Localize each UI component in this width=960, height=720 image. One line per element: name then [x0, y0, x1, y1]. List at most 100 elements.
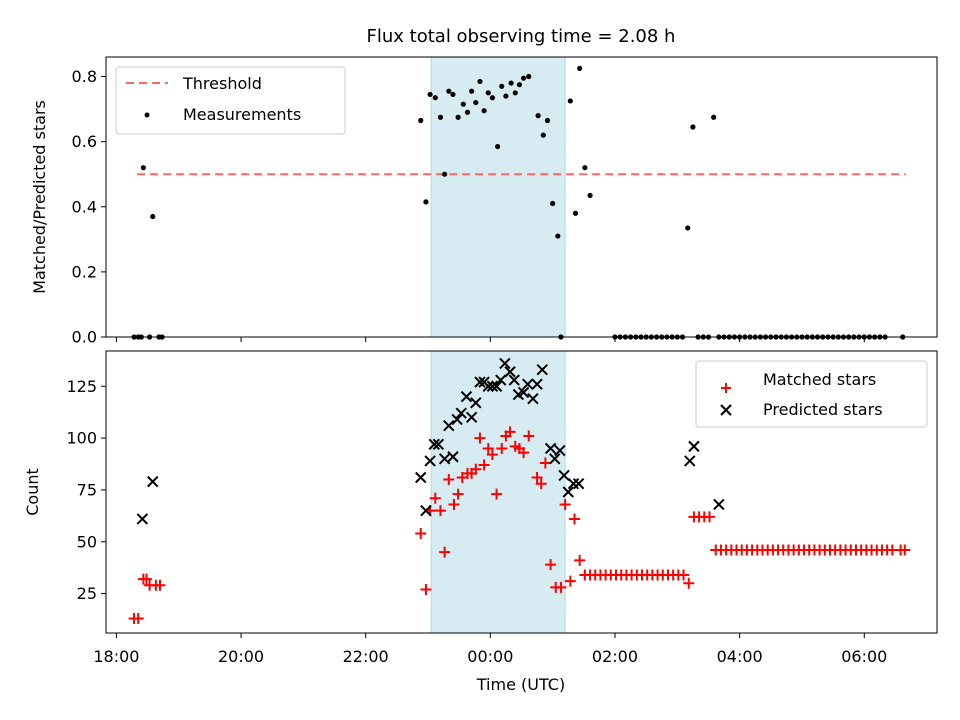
predicted-star-point	[490, 380, 503, 392]
predicted-star-point	[455, 407, 467, 419]
legend-threshold-label: Threshold	[182, 74, 262, 93]
predicted-star-point	[544, 442, 557, 455]
y-tick-label: 0.8	[72, 67, 97, 86]
measurement-point	[582, 165, 588, 171]
predicted-star-point	[688, 440, 700, 453]
measurement-point	[499, 83, 505, 89]
matched-star-point	[683, 577, 695, 589]
y-tick-label: 0.4	[72, 197, 97, 216]
predicted-star-point	[531, 378, 543, 390]
measurement-point	[464, 109, 471, 115]
measurement-point	[520, 75, 527, 81]
predicted-star-point	[549, 453, 561, 465]
predicted-star-point	[536, 363, 548, 376]
legend-predicted-swatch	[720, 404, 732, 416]
predicted-star-point	[562, 486, 574, 498]
measurement-point	[544, 117, 551, 124]
matched-star-point	[415, 527, 427, 539]
bottom-y-axis: 25 50 75 100 125	[66, 377, 106, 603]
matched-star-point	[434, 505, 446, 517]
y-tick-label: 50	[77, 532, 97, 551]
predicted-star-point	[424, 455, 436, 467]
matched-star-point	[564, 575, 576, 587]
matched-star-point	[899, 544, 911, 556]
measurement-point	[460, 101, 466, 107]
bottom-plot-marks	[128, 357, 911, 624]
matched-star-point	[535, 478, 547, 490]
measurement-point	[481, 108, 487, 114]
predicted-star-point	[567, 477, 580, 490]
predicted-star-point	[572, 477, 585, 490]
measurement-point	[577, 65, 583, 71]
measurement-point	[540, 132, 546, 138]
predicted-star-point	[474, 376, 486, 388]
top-legend-box	[115, 66, 346, 135]
x-tick-label: 02:00	[592, 647, 638, 666]
matched-star-point	[448, 498, 460, 510]
predicted-star-point	[486, 380, 499, 392]
bottom-legend: Matched stars Predicted stars	[695, 360, 928, 428]
measurement-point	[140, 165, 146, 171]
predicted-star-point	[504, 366, 516, 378]
predicted-star-point	[438, 453, 451, 465]
matched-star-point	[555, 581, 567, 593]
measurement-point	[512, 90, 518, 96]
matched-star-point	[452, 488, 464, 500]
bottom-legend-box	[695, 360, 928, 428]
measurement-point	[690, 124, 696, 130]
chart-title: Flux total observing time = 2.08 h	[367, 26, 676, 47]
measurement-point	[572, 210, 579, 216]
measurement-point	[450, 91, 456, 98]
measurement-point	[526, 73, 532, 80]
measurement-point	[473, 99, 479, 106]
measurement-point	[508, 80, 514, 86]
predicted-star-point	[558, 469, 570, 482]
measurement-point	[495, 143, 501, 150]
x-tick-label: 22:00	[343, 647, 389, 666]
measurement-point	[427, 91, 433, 98]
matched-star-point	[518, 447, 530, 459]
matched-star-point	[470, 463, 482, 475]
matched-star-point	[568, 513, 580, 525]
matched-star-point	[545, 559, 557, 571]
measurement-point	[516, 82, 523, 88]
y-tick-label: 0.0	[72, 328, 97, 347]
matched-star-point	[523, 430, 535, 442]
measurement-point	[567, 98, 573, 104]
measurement-point	[485, 90, 491, 96]
matched-star-point	[482, 442, 494, 454]
top-legend: Threshold Measurements	[115, 66, 346, 135]
predicted-star-point	[147, 475, 159, 488]
predicted-star-point	[460, 390, 473, 403]
predicted-star-point	[428, 438, 440, 451]
matched-star-point	[539, 457, 551, 469]
legend-matched-label: Matched stars	[763, 370, 876, 389]
x-axis-label: Time (UTC)	[476, 675, 565, 694]
measurement-point	[437, 114, 444, 120]
measurement-point	[477, 78, 483, 85]
bottom-x-axis: 18:00 20:00 22:00 00:00 02:00 04:00 06:00	[93, 633, 887, 666]
measurement-point	[423, 199, 429, 205]
measurement-point	[418, 117, 424, 124]
legend-measurements-swatch	[144, 112, 150, 118]
legend-matched-swatch	[721, 383, 731, 393]
predicted-star-point	[465, 411, 478, 424]
predicted-star-point	[517, 386, 530, 399]
measurement-point	[685, 225, 691, 231]
predicted-star-point	[420, 504, 432, 517]
top-shaded-interval	[430, 56, 566, 338]
matched-star-point	[478, 459, 490, 471]
matched-star-point	[678, 569, 690, 581]
bottom-y-axis-label: Count	[23, 468, 42, 516]
predicted-star-point	[443, 419, 455, 432]
matched-star-point	[496, 442, 508, 454]
top-x-ticks	[115, 337, 865, 342]
measurement-point	[489, 95, 496, 101]
matched-star-point	[132, 612, 144, 624]
y-tick-label: 25	[77, 584, 97, 603]
bottom-panel: 25 50 75 100 125 18:00 20:00 22:00 00:00 02:00 04…	[23, 350, 938, 694]
matched-star-point	[429, 492, 441, 504]
y-tick-label: 125	[66, 377, 97, 396]
measurement-point	[535, 113, 541, 119]
measurement-point	[503, 93, 509, 99]
